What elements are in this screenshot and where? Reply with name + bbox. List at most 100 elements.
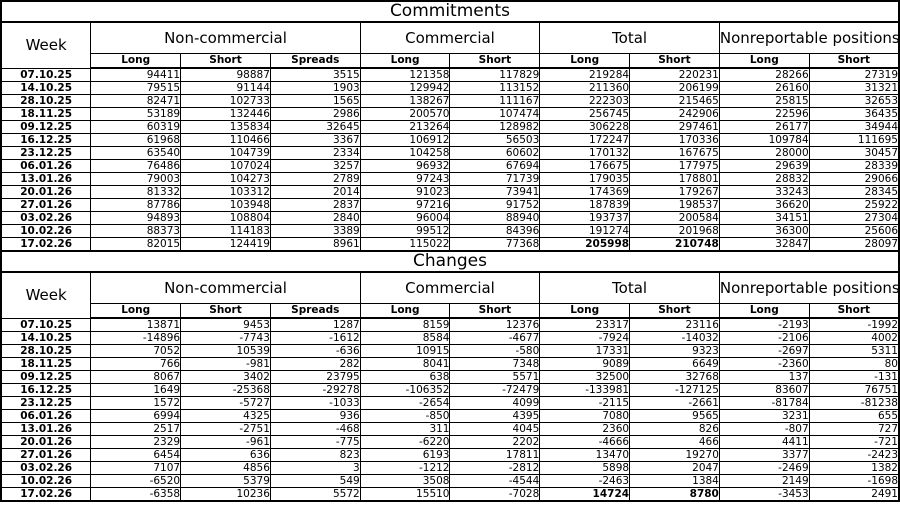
week-cell: 14.10.25 (0, 331, 92, 345)
value-cell: 2329 (90, 435, 182, 449)
column-header: Short (629, 303, 720, 319)
value-cell: 138267 (359, 94, 451, 108)
table-row: 10.02.26 88373 114183 3389 99512 84396 191274 2… (0, 224, 900, 238)
value-cell: 97243 (359, 172, 451, 186)
value-cell: 2517 (90, 422, 182, 436)
week-cell: 28.10.25 (0, 344, 92, 358)
value-cell: 27304 (808, 211, 900, 225)
value-cell: -72479 (449, 383, 541, 397)
value-cell: 936 (269, 409, 361, 423)
value-cell: 167675 (629, 146, 720, 160)
week-cell: 20.01.26 (0, 435, 92, 449)
column-header: Short (180, 303, 271, 319)
value-cell: 6649 (629, 357, 720, 371)
value-cell: 36300 (718, 224, 810, 238)
value-cell: 6994 (90, 409, 182, 423)
group-header: Nonreportable positions (718, 271, 900, 304)
value-cell: 10539 (180, 344, 271, 358)
value-cell: 34944 (808, 120, 900, 134)
value-cell: 170132 (539, 146, 631, 160)
value-cell: 104273 (180, 172, 271, 186)
value-cell: 109784 (718, 133, 810, 147)
value-cell: 727 (808, 422, 900, 436)
group-header: Non-commercial (90, 21, 361, 54)
value-cell: 104739 (180, 146, 271, 160)
value-cell: 30457 (808, 146, 900, 160)
value-cell: -2193 (718, 317, 810, 332)
cot-report-page: Commitments Week Non-commercial Commercial T… (0, 0, 900, 502)
value-cell: 106912 (359, 133, 451, 147)
table-row: 03.02.26 7107 4856 3 -1212 -2812 5898 2047 -2469… (0, 461, 900, 475)
value-cell: 1287 (269, 317, 361, 332)
value-cell: 826 (629, 422, 720, 436)
week-cell: 27.01.26 (0, 198, 92, 212)
value-cell: 4045 (449, 422, 541, 436)
value-cell: 14724 (539, 487, 631, 502)
column-header: Short (449, 303, 541, 319)
value-cell: 25606 (808, 224, 900, 238)
value-cell: 17811 (449, 448, 541, 462)
value-cell: 256745 (539, 107, 631, 121)
value-cell: 222303 (539, 94, 631, 108)
value-cell: -4666 (539, 435, 631, 449)
group-header: Total (539, 271, 720, 304)
value-cell: 220231 (629, 67, 720, 82)
week-cell: 09.12.25 (0, 370, 92, 384)
value-cell: 200570 (359, 107, 451, 121)
commitments-table: Commitments Week Non-commercial Commercial T… (0, 0, 900, 252)
value-cell: -5727 (180, 396, 271, 410)
value-cell: 94411 (90, 67, 182, 82)
table-row: 06.01.26 76486 107024 3257 96932 67694 176675 1… (0, 159, 900, 173)
column-header: Long (359, 53, 451, 69)
table-row: 07.10.25 94411 98887 3515 121358 117829 219284… (0, 67, 900, 82)
value-cell: 34151 (718, 211, 810, 225)
value-cell: 3377 (718, 448, 810, 462)
value-cell: 91144 (180, 81, 271, 95)
value-cell: -127125 (629, 383, 720, 397)
commitments-section: Commitments Week Non-commercial Commercial T… (0, 0, 900, 252)
value-cell: 6454 (90, 448, 182, 462)
table-row: 16.12.25 1649 -25368 -29278 -106352 -72479 -13… (0, 383, 900, 397)
column-header: Short (180, 53, 271, 69)
value-cell: -6520 (90, 474, 182, 488)
value-cell: 5379 (180, 474, 271, 488)
week-cell: 06.01.26 (0, 159, 92, 173)
table-row: 09.12.25 8067 3402 23795 638 5571 32500 32768 13… (0, 370, 900, 384)
value-cell: 242906 (629, 107, 720, 121)
week-cell: 10.02.26 (0, 474, 92, 488)
value-cell: 9453 (180, 317, 271, 332)
column-header: Long (718, 53, 810, 69)
table-row: 13.01.26 2517 -2751 -468 311 4045 2360 826 -807 7… (0, 422, 900, 436)
value-cell: -1612 (269, 331, 361, 345)
value-cell: 113152 (449, 81, 541, 95)
value-cell: -81238 (808, 396, 900, 410)
value-cell: -850 (359, 409, 451, 423)
value-cell: 132446 (180, 107, 271, 121)
value-cell: -1992 (808, 317, 900, 332)
value-cell: 1382 (808, 461, 900, 475)
table-row: 06.01.26 6994 4325 936 -850 4395 7080 9565 3231 6… (0, 409, 900, 423)
value-cell: -1033 (269, 396, 361, 410)
value-cell: -25368 (180, 383, 271, 397)
value-cell: 1572 (90, 396, 182, 410)
value-cell: 6193 (359, 448, 451, 462)
column-header: Long (539, 53, 631, 69)
column-header: Short (808, 303, 900, 319)
table-row: 18.11.25 53189 132446 2986 200570 107474 25674… (0, 107, 900, 121)
value-cell: 8067 (90, 370, 182, 384)
value-cell: 4856 (180, 461, 271, 475)
value-cell: 102733 (180, 94, 271, 108)
value-cell: 31321 (808, 81, 900, 95)
value-cell: 8041 (359, 357, 451, 371)
week-cell: 07.10.25 (0, 317, 92, 332)
value-cell: 28832 (718, 172, 810, 186)
value-cell: 205998 (539, 237, 631, 252)
value-cell: 129942 (359, 81, 451, 95)
week-cell: 18.11.25 (0, 357, 92, 371)
value-cell: 172247 (539, 133, 631, 147)
value-cell: -981 (180, 357, 271, 371)
value-cell: 7080 (539, 409, 631, 423)
value-cell: 23116 (629, 317, 720, 332)
table-row: 23.12.25 63540 104739 2334 104258 60602 170132… (0, 146, 900, 160)
value-cell: -807 (718, 422, 810, 436)
